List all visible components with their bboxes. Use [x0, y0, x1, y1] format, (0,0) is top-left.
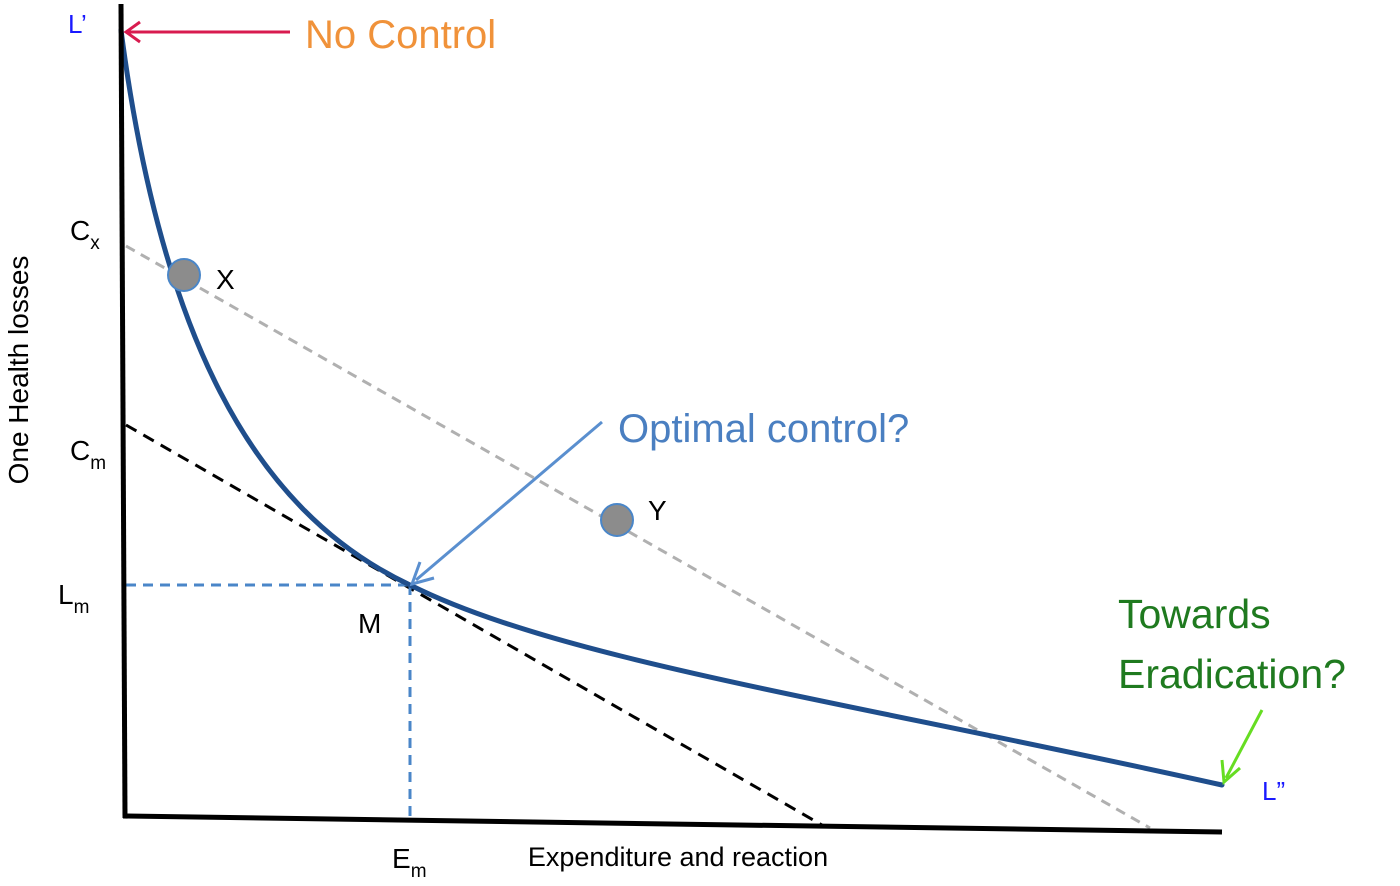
- y-tick-cx: Cx: [70, 215, 100, 254]
- optimal-control-arrowhead: [409, 561, 435, 587]
- eradication-text-line1: Towards: [1118, 591, 1271, 637]
- eradication-arrow: [1224, 709, 1264, 779]
- eradication-arrowhead: [1220, 759, 1241, 786]
- y-tick-cm: Cm: [70, 435, 106, 474]
- gray-dashed-line: [125, 244, 1151, 830]
- no-control-arrowhead: [123, 20, 141, 44]
- tangent-dashed-line: [125, 423, 823, 827]
- point-m-label: M: [358, 608, 381, 639]
- point-x-label: X: [216, 264, 235, 295]
- x-tick-em: Em: [392, 843, 427, 882]
- point-y-marker: [600, 503, 634, 537]
- y-tick-lm: Lm: [58, 579, 89, 618]
- y-axis-title: One Health losses: [3, 256, 34, 485]
- curve-start-label: L’: [68, 9, 87, 39]
- no-control-text: No Control: [305, 13, 496, 57]
- x-axis: [122, 813, 1223, 835]
- optimal-control-text: Optimal control?: [618, 407, 909, 451]
- x-axis-title: Expenditure and reaction: [528, 842, 828, 872]
- eradication-text-line2: Eradication?: [1118, 651, 1346, 697]
- point-y-label: Y: [648, 495, 667, 526]
- losses-curve: [118, 27, 1225, 788]
- point-x-marker: [167, 258, 201, 292]
- curve-end-label: L”: [1262, 776, 1285, 806]
- optimal-control-arrow: [415, 420, 603, 582]
- y-axis: [118, 3, 128, 819]
